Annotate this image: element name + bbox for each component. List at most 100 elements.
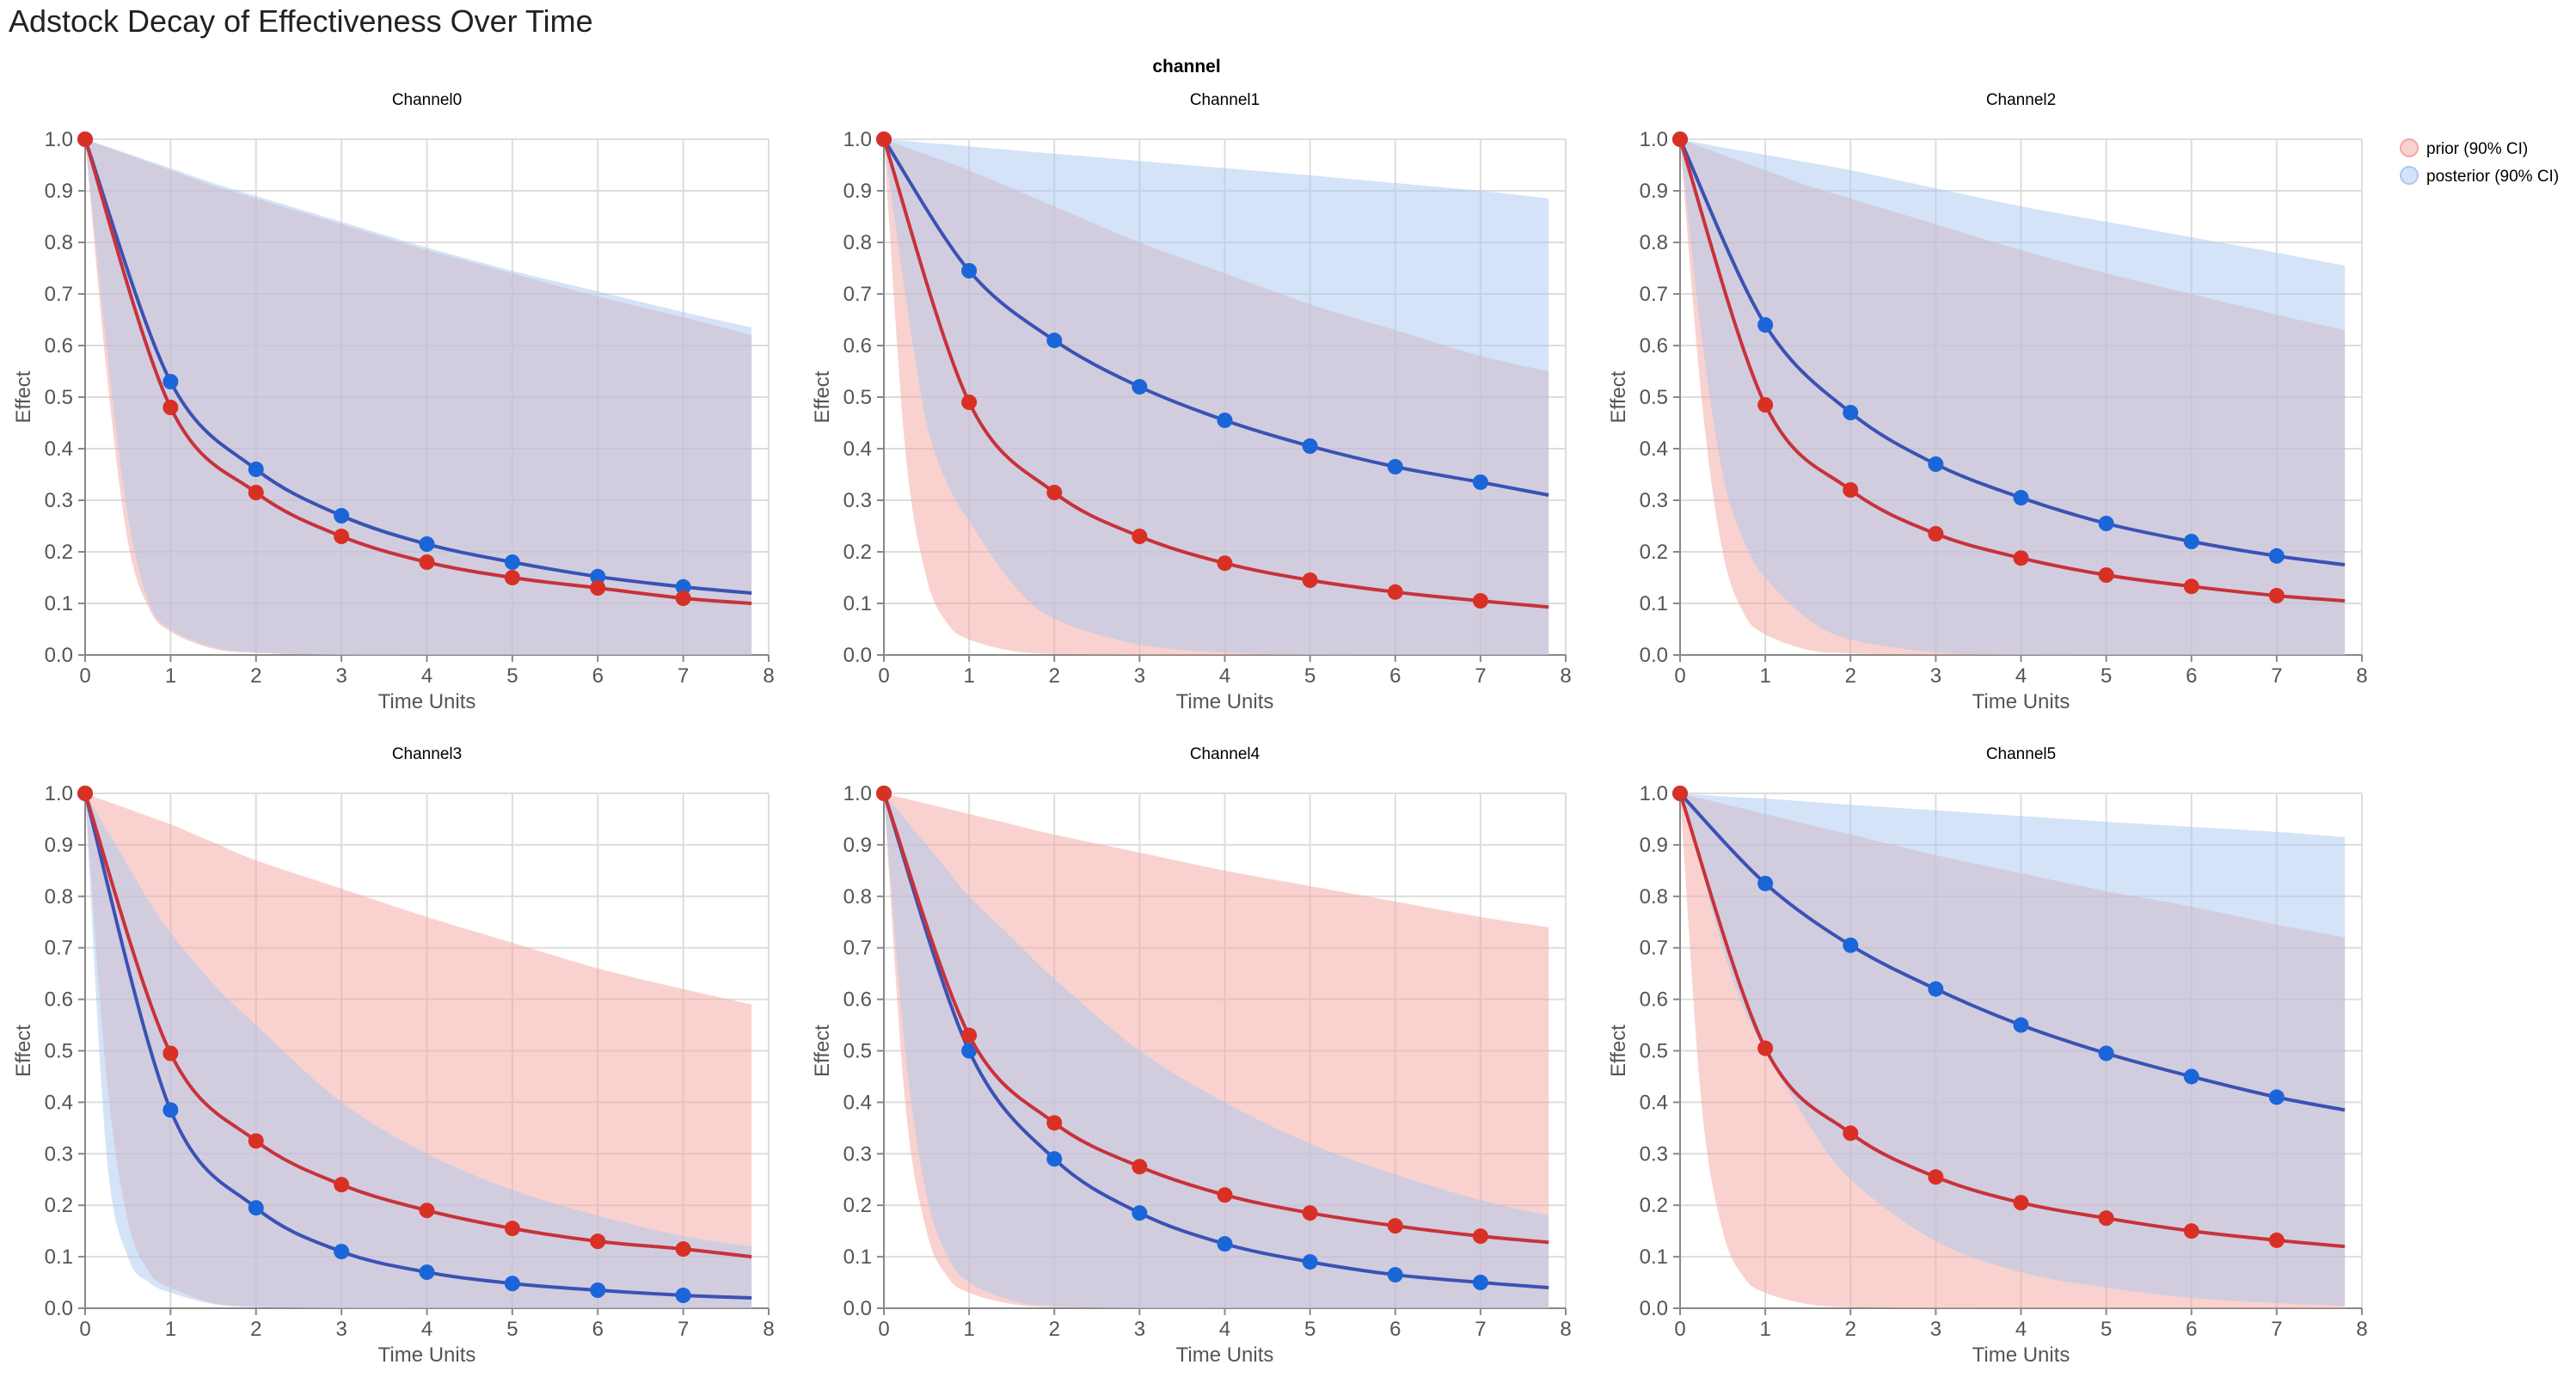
prior-point	[2013, 1195, 2029, 1211]
x-tick-label: 2	[1845, 664, 1856, 688]
y-tick-label: 0.8	[1640, 885, 1668, 909]
x-tick-label: 5	[2101, 1318, 2112, 1341]
y-tick-label: 0.1	[45, 1245, 73, 1269]
y-tick-label: 0.3	[45, 1142, 73, 1166]
posterior-point	[1132, 1205, 1148, 1221]
prior-mean-line	[83, 138, 752, 605]
posterior-point	[1217, 1236, 1233, 1252]
x-tick-label: 1	[1759, 1318, 1770, 1341]
prior-point	[1387, 584, 1403, 600]
posterior-point	[334, 508, 350, 523]
x-tick-label: 7	[1475, 664, 1486, 688]
x-tick-label: 8	[1560, 664, 1571, 688]
posterior-point	[504, 1276, 520, 1292]
x-tick-label: 0	[1674, 1318, 1685, 1341]
prior-mean-line	[83, 793, 752, 1259]
y-tick-label: 0.1	[843, 592, 872, 615]
x-tick-label: 6	[592, 664, 604, 688]
panel-title: Channel0	[392, 91, 462, 109]
y-tick-label: 0.6	[1640, 334, 1668, 358]
posterior-point	[1757, 317, 1774, 333]
x-tick-label: 5	[2101, 664, 2112, 688]
x-tick-label: 1	[963, 664, 974, 688]
posterior-point	[1757, 875, 1774, 891]
x-axis-label: Time Units	[1176, 690, 1274, 713]
y-tick-label: 0.5	[843, 1040, 872, 1063]
x-tick-label: 7	[2271, 664, 2282, 688]
prior-point	[334, 529, 350, 544]
panel-channel0: Channel0 0.0 0.1 0.2 0.3 0.4 0.5 0.6 0.7 0.8 0.9 1.…	[12, 91, 775, 713]
y-tick-label: 0.3	[843, 489, 872, 512]
prior-point	[2183, 1223, 2199, 1239]
x-tick-label: 6	[2186, 1318, 2197, 1341]
prior-point	[1757, 397, 1774, 413]
x-axis-label: Time Units	[378, 690, 476, 713]
x-tick-label: 2	[250, 664, 261, 688]
panel-channel4: Channel4 0.0 0.1 0.2 0.3 0.4 0.5 0.6 0.7 0.8 0.9 1.…	[811, 745, 1572, 1367]
y-tick-label: 0.7	[45, 937, 73, 960]
prior-point	[1472, 593, 1488, 609]
posterior-point	[2268, 548, 2285, 564]
y-tick-label: 0.0	[843, 644, 872, 667]
posterior-point	[1132, 379, 1148, 395]
y-axis-label: Effect	[811, 1025, 834, 1077]
y-tick-label: 0.3	[1640, 1142, 1668, 1166]
prior-point	[1217, 555, 1233, 572]
prior-point	[961, 1027, 978, 1043]
prior-point	[1302, 572, 1318, 588]
prior-point	[1046, 485, 1063, 500]
x-tick-label: 6	[592, 1318, 604, 1341]
chart-title: Adstock Decay of Effectiveness Over Time	[9, 3, 593, 39]
panel-channel1: Channel1 0.0 0.1 0.2 0.3 0.4 0.5 0.6 0.7 0.8 0.9 1.…	[811, 91, 1572, 713]
y-tick-label: 0.9	[1640, 180, 1668, 203]
posterior-point	[1472, 474, 1488, 490]
posterior-point	[248, 1200, 264, 1216]
prior-mean-line	[1678, 138, 2346, 603]
posterior-point	[961, 1043, 978, 1059]
x-tick-label: 7	[2271, 1318, 2282, 1341]
y-tick-label: 0.7	[45, 283, 73, 306]
prior-point	[1757, 1040, 1774, 1056]
posterior-point	[2183, 534, 2199, 549]
x-tick-label: 0	[79, 664, 90, 688]
posterior-point	[504, 554, 520, 570]
x-tick-label: 5	[1304, 664, 1316, 688]
posterior-point	[1843, 937, 1859, 953]
y-tick-label: 0.1	[45, 592, 73, 615]
panel-channel2: Channel2 0.0 0.1 0.2 0.3 0.4 0.5 0.6 0.7 0.8 0.9 1.…	[1607, 91, 2368, 713]
posterior-point	[1928, 456, 1944, 472]
legend-posterior-label: posterior (90% CI)	[2426, 168, 2559, 186]
x-axis-label: Time Units	[1176, 1343, 1274, 1367]
x-tick-label: 8	[1560, 1318, 1571, 1341]
posterior-point	[961, 263, 978, 278]
x-tick-label: 1	[165, 1318, 176, 1341]
y-tick-label: 0.8	[45, 231, 73, 254]
y-tick-label: 0.8	[843, 885, 872, 909]
panel-channel3: Channel3 0.0 0.1 0.2 0.3 0.4 0.5 0.6 0.7 0.8 0.9 1.…	[12, 745, 775, 1367]
y-tick-label: 0.2	[843, 541, 872, 564]
x-tick-label: 5	[1304, 1318, 1316, 1341]
prior-point	[419, 554, 435, 570]
x-tick-label: 3	[335, 1318, 347, 1341]
x-tick-label: 0	[1674, 664, 1685, 688]
posterior-point	[590, 1282, 606, 1299]
posterior-point	[675, 578, 691, 595]
posterior-point	[2013, 490, 2029, 505]
prior-point	[504, 1221, 520, 1237]
prior-point	[2183, 578, 2199, 595]
prior-point	[248, 1133, 264, 1149]
facet-header: channel	[1152, 57, 1220, 76]
x-tick-label: 1	[1759, 664, 1770, 688]
x-tick-label: 8	[2356, 1318, 2367, 1341]
y-tick-label: 0.8	[843, 231, 872, 254]
y-tick-label: 1.0	[1640, 128, 1668, 151]
prior-point	[1046, 1115, 1063, 1131]
x-tick-label: 7	[678, 664, 689, 688]
posterior-ci-band	[1680, 139, 2346, 656]
legend: prior (90% CI) posterior (90% CI)	[2400, 138, 2559, 186]
legend-prior-label: prior (90% CI)	[2426, 140, 2528, 158]
x-tick-label: 4	[1219, 1318, 1230, 1341]
y-tick-label: 0.9	[843, 180, 872, 203]
y-axis-label: Effect	[12, 370, 35, 423]
y-tick-label: 0.9	[45, 180, 73, 203]
